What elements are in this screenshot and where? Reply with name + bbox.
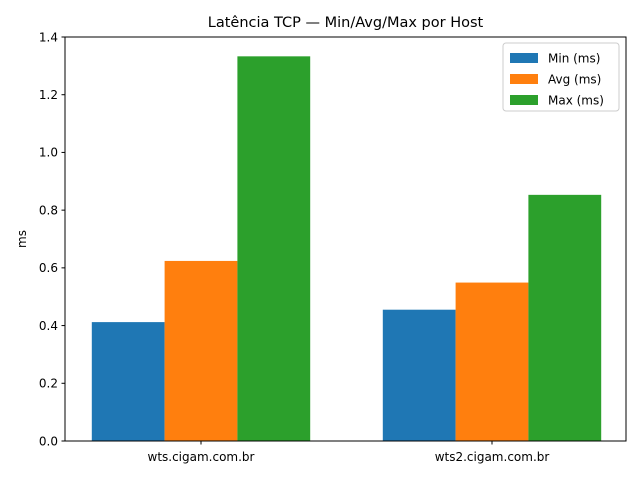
y-tick-label-3: 0.4 (39, 319, 58, 333)
legend-swatch-1 (510, 53, 538, 63)
legend: Min (ms) Avg (ms) Max (ms) (502, 42, 620, 112)
y-tick-label-8: 1.4 (39, 30, 58, 44)
bar-3-2 (528, 194, 602, 441)
y-tick-label-1: 0.0 (39, 434, 58, 448)
y-axis: 0.0 0.2 0.4 0.6 0.8 1.0 1.2 1.4 (39, 30, 65, 448)
y-tick-label-7: 1.2 (39, 88, 58, 102)
legend-label-1: Min (ms) (548, 52, 600, 66)
y-tick-label-4: 0.6 (39, 261, 58, 275)
bar-3-1 (237, 56, 311, 441)
legend-swatch-3 (510, 95, 538, 105)
x-tick-label-1: wts.cigam.com.br (148, 450, 255, 464)
y-tick-label-5: 0.8 (39, 203, 58, 217)
bars-group (91, 56, 602, 441)
y-tick-label-2: 0.2 (39, 377, 58, 391)
bar-1-2 (382, 309, 456, 441)
y-axis-label: ms (15, 230, 29, 248)
x-tick-label-2: wts2.cigam.com.br (435, 450, 550, 464)
y-tick-label-6: 1.0 (39, 146, 58, 160)
plot-frame (64, 36, 627, 442)
legend-swatch-2 (510, 74, 538, 84)
bar-2-1 (164, 260, 238, 441)
legend-label-2: Avg (ms) (548, 73, 601, 87)
bar-1-1 (91, 322, 165, 441)
legend-label-3: Max (ms) (548, 94, 604, 108)
chart-title: Latência TCP — Min/Avg/Max por Host (208, 15, 484, 31)
bar-2-2 (455, 282, 529, 441)
x-axis: wts.cigam.com.br wts2.cigam.com.br (148, 441, 550, 464)
